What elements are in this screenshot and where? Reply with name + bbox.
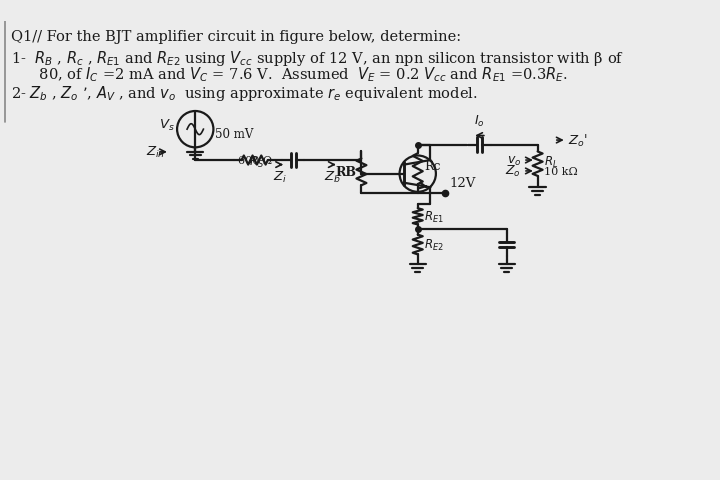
Text: $R_L$: $R_L$	[544, 155, 558, 170]
Text: 1-  $R_B$ , $R_c$ , $R_{E1}$ and $R_{E2}$ using $V_{cc}$ supply of 12 V, an npn : 1- $R_B$ , $R_c$ , $R_{E1}$ and $R_{E2}$…	[11, 49, 624, 68]
Text: Rc: Rc	[424, 160, 441, 173]
Text: $I_o$: $I_o$	[474, 114, 485, 129]
Text: $v_o$: $v_o$	[507, 154, 521, 167]
Text: $Z_i$: $Z_i$	[273, 170, 287, 185]
Text: $R_{E2}$: $R_{E2}$	[424, 238, 444, 252]
Text: 600 Ω: 600 Ω	[238, 155, 271, 165]
Text: $R_S$: $R_S$	[249, 155, 264, 169]
Text: $Z_o$': $Z_o$'	[569, 133, 588, 149]
Text: 10 kΩ: 10 kΩ	[544, 167, 577, 177]
Text: Q1// For the BJT amplifier circuit in figure below, determine:: Q1// For the BJT amplifier circuit in fi…	[11, 30, 461, 44]
Text: RB: RB	[335, 166, 356, 179]
Text: 12V: 12V	[449, 177, 476, 190]
Text: 80, of $I_C$ =2 mA and $V_C$ = 7.6 V.  Assumed  $V_E$ = 0.2 $V_{cc}$ and $R_{E1}: 80, of $I_C$ =2 mA and $V_C$ = 7.6 V. As…	[11, 66, 568, 84]
Text: $R_{E1}$: $R_{E1}$	[424, 209, 444, 225]
Text: $V_s$: $V_s$	[158, 118, 174, 133]
Text: 2- $Z_b$ , $Z_o$ ’, $A_V$ , and $v_o$  using approximate $r_e$ equivalent model.: 2- $Z_b$ , $Z_o$ ’, $A_V$ , and $v_o$ us…	[11, 84, 477, 103]
Text: $Z_{in}$: $Z_{in}$	[145, 144, 165, 159]
Text: 50 mV: 50 mV	[215, 128, 253, 141]
Text: $Z_o$: $Z_o$	[505, 164, 521, 179]
Text: $Z_b$: $Z_b$	[324, 170, 341, 185]
